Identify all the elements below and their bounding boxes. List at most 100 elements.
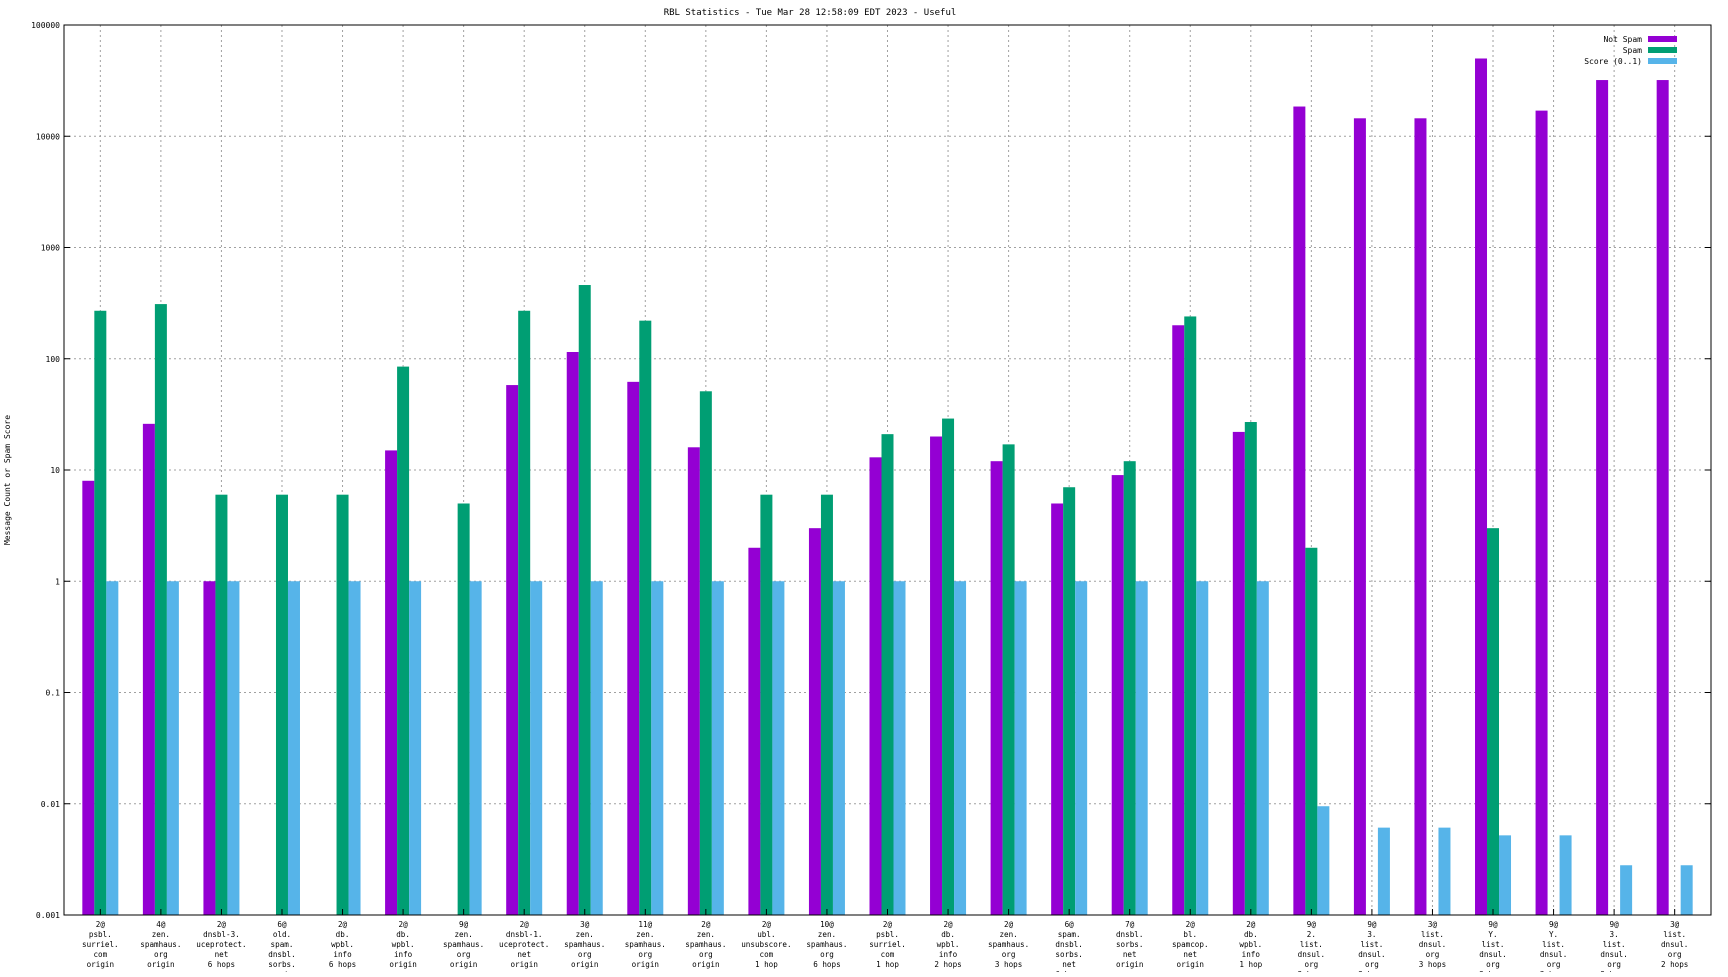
bar-score [1256, 581, 1269, 915]
bar-score [772, 581, 785, 915]
y-tick-label: 100 [46, 355, 61, 364]
bar-spam [820, 494, 833, 915]
bar-spam [881, 434, 894, 915]
bar-score [409, 581, 422, 915]
bar-score [1377, 827, 1390, 915]
x-tick-label: 2@ psbl. surriel. com origin [82, 920, 119, 969]
bar-spam [215, 494, 228, 915]
bar-score [893, 581, 906, 915]
legend-label: Score (0..1) [1584, 57, 1642, 66]
bar-not-spam [748, 547, 761, 915]
bar-not-spam [1051, 503, 1064, 915]
bar-spam [518, 310, 531, 916]
x-tick-label: 2@ db. wpbl. info 1 hop [1239, 920, 1262, 969]
bar-score [590, 581, 603, 915]
bar-spam [1305, 547, 1318, 915]
y-tick-label: 1 [55, 577, 60, 586]
bar-score [348, 581, 361, 915]
y-tick-label: 0.1 [46, 689, 61, 698]
bar-not-spam [869, 457, 882, 915]
legend-swatch [1648, 36, 1677, 42]
bar-score [711, 581, 724, 915]
bar-score [1196, 581, 1209, 915]
bar-score [832, 581, 845, 915]
bar-score [1559, 835, 1572, 915]
bar-not-spam [1656, 80, 1669, 915]
x-tick-label: 4@ zen. spamhaus. org origin [140, 920, 181, 969]
x-tick-label: 9@ zen. spamhaus. org origin [443, 920, 484, 969]
bar-score [1620, 865, 1633, 915]
bar-spam [1002, 444, 1015, 915]
y-tick-label: 0.01 [41, 800, 60, 809]
bar-score [1680, 865, 1693, 915]
bar-not-spam [808, 528, 821, 915]
bar-not-spam [1111, 475, 1124, 915]
x-tick-label: 2@ dnsbl-1. uceprotect. net origin [499, 920, 549, 969]
bar-spam [457, 503, 470, 915]
bar-score [1317, 806, 1330, 915]
bar-not-spam [142, 423, 155, 915]
bar-score [1438, 827, 1451, 915]
bar-not-spam [990, 461, 1003, 915]
x-tick-label: 3@ zen. spamhaus. org origin [564, 920, 605, 969]
y-axis-label: Message Count or Spam Score [3, 415, 12, 545]
plot-frame [63, 24, 1712, 916]
bars [82, 58, 1693, 916]
bar-spam [1063, 487, 1076, 915]
x-tick-label: 3@ list. dnsul. org 3 hops [1419, 920, 1446, 969]
legend-swatch [1648, 58, 1677, 64]
bar-spam [1487, 528, 1500, 915]
bar-not-spam [1414, 118, 1427, 916]
x-tick-label: 2@ zen. spamhaus. org origin [685, 920, 726, 969]
bar-score [469, 581, 482, 915]
bar-spam [942, 418, 955, 915]
bar-score [651, 581, 664, 915]
chart-title: RBL Statistics - Tue Mar 28 12:58:09 EDT… [664, 8, 957, 18]
x-tick-label: 2@ db. wpbl. info 2 hops [934, 920, 961, 969]
bar-spam [1244, 422, 1257, 915]
bar-spam [1184, 316, 1197, 915]
bar-not-spam [82, 480, 95, 915]
bar-score [1075, 581, 1088, 915]
bar-not-spam [385, 450, 398, 915]
x-tick-label: 11@ zen. spamhaus. org origin [625, 920, 666, 969]
bar-score [106, 581, 119, 915]
bar-score [954, 581, 967, 915]
legend-label: Spam [1623, 46, 1642, 55]
bar-not-spam [1353, 118, 1366, 916]
legend-label: Not Spam [1603, 35, 1642, 44]
y-tick-label: 100000 [31, 21, 60, 30]
bar-not-spam [627, 381, 640, 915]
x-tick-label: 3@ list. dnsul. org 2 hops [1661, 920, 1688, 969]
bar-spam [1123, 461, 1136, 915]
bar-not-spam [687, 447, 700, 915]
bar-spam [94, 310, 107, 916]
bar-score [287, 581, 300, 915]
bar-not-spam [1475, 58, 1488, 916]
bar-not-spam [1596, 80, 1609, 915]
x-tick-label: 2@ db. wpbl. info origin [389, 920, 416, 969]
bar-not-spam [203, 581, 216, 915]
y-tick-label: 0.001 [36, 911, 60, 920]
x-tick-label: 2@ dnsbl-3. uceprotect. net 6 hops [196, 920, 246, 969]
bar-not-spam [1232, 431, 1245, 915]
legend-swatch [1648, 47, 1677, 53]
bar-not-spam [1172, 325, 1185, 916]
x-tick-label: 2@ psbl. surriel. com 1 hop [869, 920, 906, 969]
y-tick-label: 10 [50, 466, 60, 475]
x-tick-label: 2@ db. wpbl. info 6 hops [329, 920, 356, 969]
bar-spam [760, 494, 773, 915]
bar-score [1135, 581, 1148, 915]
bar-not-spam [930, 436, 943, 915]
bar-spam [578, 285, 591, 915]
bar-score [1014, 581, 1027, 915]
y-tick-label: 10000 [36, 132, 60, 141]
bar-score [530, 581, 543, 915]
bar-spam [336, 494, 349, 915]
